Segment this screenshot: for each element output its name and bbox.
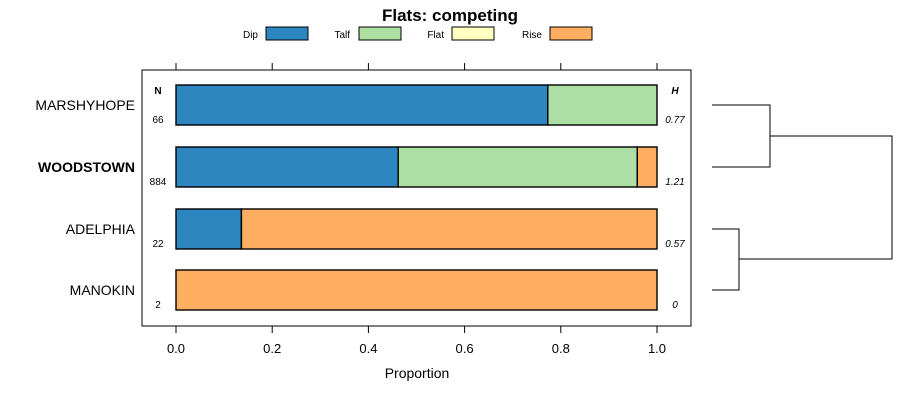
bar-woodstown-rise xyxy=(636,146,658,188)
legend-swatch-rise xyxy=(549,26,593,41)
bar-adelphia-dip xyxy=(175,208,243,250)
x-axis-label: Proportion xyxy=(385,365,450,381)
legend-swatch-dip xyxy=(265,26,309,41)
bar-marshyhope-dip xyxy=(175,84,549,126)
bar-manokin-rise xyxy=(175,269,658,311)
legend-swatch-talf xyxy=(358,26,402,41)
h-values: 0.77 1.21 0.57 0 xyxy=(665,115,685,311)
bar-adelphia-rise xyxy=(240,208,658,250)
x-tick-label-5: 1.0 xyxy=(648,341,666,356)
n-value-woodstown: 884 xyxy=(150,177,167,188)
bars xyxy=(175,84,658,311)
bar-woodstown-dip xyxy=(175,146,399,188)
dendrogram-link-adelphia-manokin xyxy=(712,228,740,291)
dendrogram-link-root xyxy=(739,135,893,260)
n-value-adelphia: 22 xyxy=(152,239,164,250)
x-axis: 0.0 0.2 0.4 0.6 0.8 1.0 xyxy=(167,63,666,356)
category-label-marshyhope: MARSHYHOPE xyxy=(35,97,135,113)
x-tick-label-1: 0.2 xyxy=(263,341,281,356)
x-tick-label-0: 0.0 xyxy=(167,341,185,356)
category-labels: MARSHYHOPE WOODSTOWN ADELPHIA MANOKIN xyxy=(35,97,135,298)
h-header: H xyxy=(671,86,679,97)
h-value-manokin: 0 xyxy=(672,300,678,311)
chart-title: Flats: competing xyxy=(382,6,518,25)
h-value-woodstown: 1.21 xyxy=(665,177,684,188)
bar-marshyhope-talf xyxy=(547,84,658,126)
bar-woodstown-talf xyxy=(397,146,638,188)
x-tick-label-4: 0.8 xyxy=(552,341,570,356)
legend-label-flat: Flat xyxy=(427,30,444,41)
legend-label-dip: Dip xyxy=(243,30,258,41)
legend-swatch-flat xyxy=(451,26,495,41)
h-value-marshyhope: 0.77 xyxy=(665,115,685,126)
n-value-manokin: 2 xyxy=(155,300,161,311)
x-tick-label-2: 0.4 xyxy=(359,341,377,356)
n-value-marshyhope: 66 xyxy=(152,115,164,126)
legend-label-rise: Rise xyxy=(522,30,542,41)
category-label-manokin: MANOKIN xyxy=(70,282,135,298)
category-label-woodstown: WOODSTOWN xyxy=(38,159,135,175)
x-tick-label-3: 0.6 xyxy=(456,341,474,356)
n-header: N xyxy=(154,86,161,97)
dendrogram-link-marshyhope-woodstown xyxy=(712,104,771,168)
plot-frame xyxy=(141,69,692,327)
legend-label-talf: Talf xyxy=(334,30,350,41)
h-value-adelphia: 0.57 xyxy=(665,239,685,250)
dendrogram xyxy=(712,104,893,291)
category-label-adelphia: ADELPHIA xyxy=(66,221,136,237)
legend: Dip Talf Flat Rise xyxy=(243,26,593,41)
